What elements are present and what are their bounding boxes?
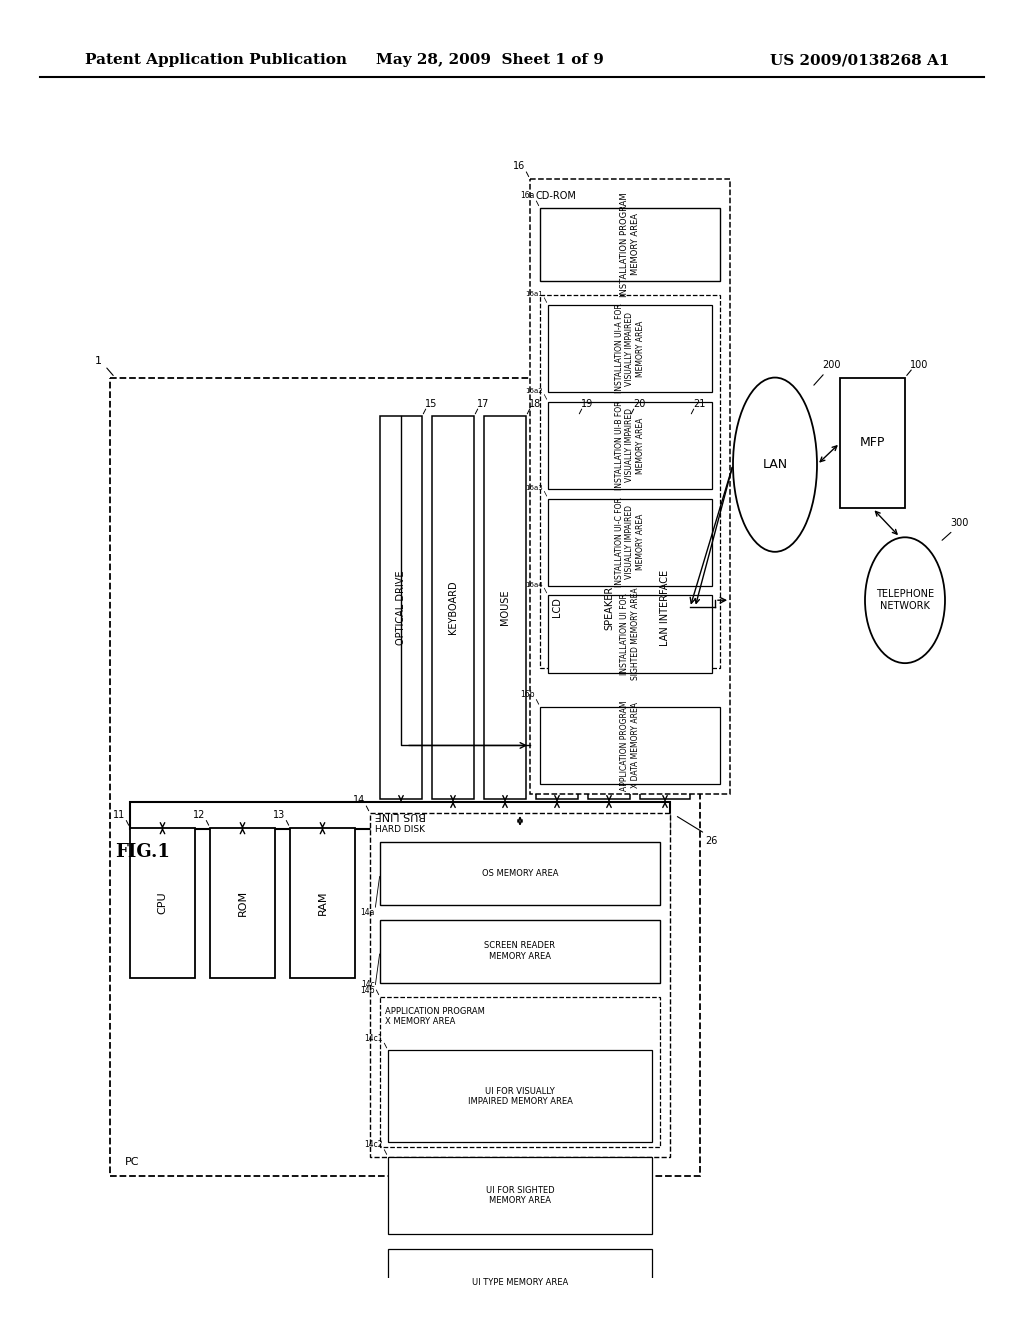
Text: OS MEMORY AREA: OS MEMORY AREA [481, 869, 558, 878]
Text: 16a4: 16a4 [525, 582, 543, 587]
Text: CD-ROM: CD-ROM [535, 190, 575, 201]
Text: 16b: 16b [520, 690, 535, 700]
Bar [548, 499, 712, 586]
Text: LAN: LAN [763, 458, 787, 471]
Bar [380, 416, 422, 799]
Text: 20: 20 [633, 399, 645, 408]
Bar [110, 378, 700, 1176]
Text: 12: 12 [193, 810, 205, 820]
Text: APPLICATION PROGRAM
X DATA MEMORY AREA: APPLICATION PROGRAM X DATA MEMORY AREA [621, 700, 640, 791]
Text: SCREEN READER
MEMORY AREA: SCREEN READER MEMORY AREA [484, 941, 555, 961]
Text: INSTALLATION UI-B FOR
VISUALLY IMPAIRED
MEMORY AREA: INSTALLATION UI-B FOR VISUALLY IMPAIRED … [615, 400, 645, 490]
Bar [840, 378, 905, 508]
Text: OPTICAL DRIVE: OPTICAL DRIVE [396, 570, 406, 644]
Text: 14c: 14c [361, 981, 375, 990]
Text: RAM: RAM [317, 891, 328, 915]
Bar [380, 842, 660, 906]
Text: KEYBOARD: KEYBOARD [449, 581, 458, 635]
Bar [540, 296, 720, 668]
Text: 13: 13 [272, 810, 285, 820]
Bar [130, 801, 670, 829]
Text: ROM: ROM [238, 890, 248, 916]
Bar [380, 920, 660, 982]
Bar [548, 401, 712, 488]
Text: 16a2: 16a2 [525, 388, 543, 393]
Bar [548, 595, 712, 673]
Text: 16a: 16a [520, 191, 535, 201]
Bar [388, 1156, 652, 1234]
Text: Patent Application Publication: Patent Application Publication [85, 53, 347, 67]
Text: 14c1: 14c1 [365, 1034, 383, 1043]
Text: 14b: 14b [360, 986, 375, 994]
Bar [530, 180, 730, 793]
Text: May 28, 2009  Sheet 1 of 9: May 28, 2009 Sheet 1 of 9 [376, 53, 604, 67]
Text: 200: 200 [822, 360, 841, 370]
Text: 15: 15 [425, 399, 437, 408]
Text: UI FOR SIGHTED
MEMORY AREA: UI FOR SIGHTED MEMORY AREA [485, 1185, 554, 1205]
Text: TELEPHONE
NETWORK: TELEPHONE NETWORK [876, 590, 934, 611]
Text: LAN INTERFACE: LAN INTERFACE [660, 569, 670, 645]
Bar [370, 813, 670, 1156]
Bar [290, 828, 355, 978]
Text: 11: 11 [113, 810, 125, 820]
Text: PC: PC [125, 1156, 139, 1167]
Text: INSTALLATION PROGRAM
MEMORY AREA: INSTALLATION PROGRAM MEMORY AREA [621, 193, 640, 297]
Bar [588, 416, 630, 799]
Text: 300: 300 [950, 517, 969, 528]
Bar [432, 416, 474, 799]
Text: 14c2: 14c2 [365, 1140, 383, 1150]
Text: INSTALLATION UI FOR
SIGHTED MEMORY AREA: INSTALLATION UI FOR SIGHTED MEMORY AREA [621, 587, 640, 680]
Text: MOUSE: MOUSE [500, 590, 510, 626]
Text: FIG.1: FIG.1 [115, 843, 170, 861]
Text: LCD: LCD [552, 598, 562, 618]
Bar [484, 416, 526, 799]
Bar [380, 997, 660, 1147]
Bar [548, 305, 712, 392]
Text: INSTALLATION UI-C FOR
VISUALLY IMPAIRED
MEMORY AREA: INSTALLATION UI-C FOR VISUALLY IMPAIRED … [615, 498, 645, 587]
Ellipse shape [733, 378, 817, 552]
Text: 16a3: 16a3 [525, 484, 543, 491]
Bar [640, 416, 690, 799]
Text: UI FOR VISUALLY
IMPAIRED MEMORY AREA: UI FOR VISUALLY IMPAIRED MEMORY AREA [468, 1086, 572, 1106]
Text: 100: 100 [910, 360, 929, 370]
Text: 19: 19 [581, 399, 593, 408]
Text: HARD DISK: HARD DISK [375, 825, 425, 834]
Text: APPLICATION PROGRAM
X MEMORY AREA: APPLICATION PROGRAM X MEMORY AREA [385, 1007, 485, 1026]
Bar [536, 416, 578, 799]
Text: BUS LINE: BUS LINE [375, 810, 426, 820]
Text: 16a1: 16a1 [525, 292, 543, 297]
Bar [388, 1051, 652, 1142]
Text: CPU: CPU [158, 891, 168, 913]
Text: INSTALLATION UI-A FOR
VISUALLY IMPAIRED
MEMORY AREA: INSTALLATION UI-A FOR VISUALLY IMPAIRED … [615, 304, 645, 393]
Text: 18: 18 [529, 399, 542, 408]
Text: 26: 26 [705, 837, 718, 846]
Text: 21: 21 [693, 399, 706, 408]
Bar [210, 828, 275, 978]
Text: MFP: MFP [860, 437, 885, 449]
Bar [540, 209, 720, 281]
Text: 14: 14 [352, 796, 365, 805]
Text: SPEAKER: SPEAKER [604, 585, 614, 630]
Text: 16: 16 [513, 161, 525, 172]
Text: US 2009/0138268 A1: US 2009/0138268 A1 [770, 53, 950, 67]
Text: 17: 17 [477, 399, 489, 408]
Text: 14a: 14a [360, 908, 375, 917]
Ellipse shape [865, 537, 945, 663]
Bar [540, 706, 720, 784]
Text: 1: 1 [95, 356, 102, 366]
Text: UI TYPE MEMORY AREA: UI TYPE MEMORY AREA [472, 1278, 568, 1287]
Bar [388, 1249, 652, 1316]
Bar [130, 828, 195, 978]
